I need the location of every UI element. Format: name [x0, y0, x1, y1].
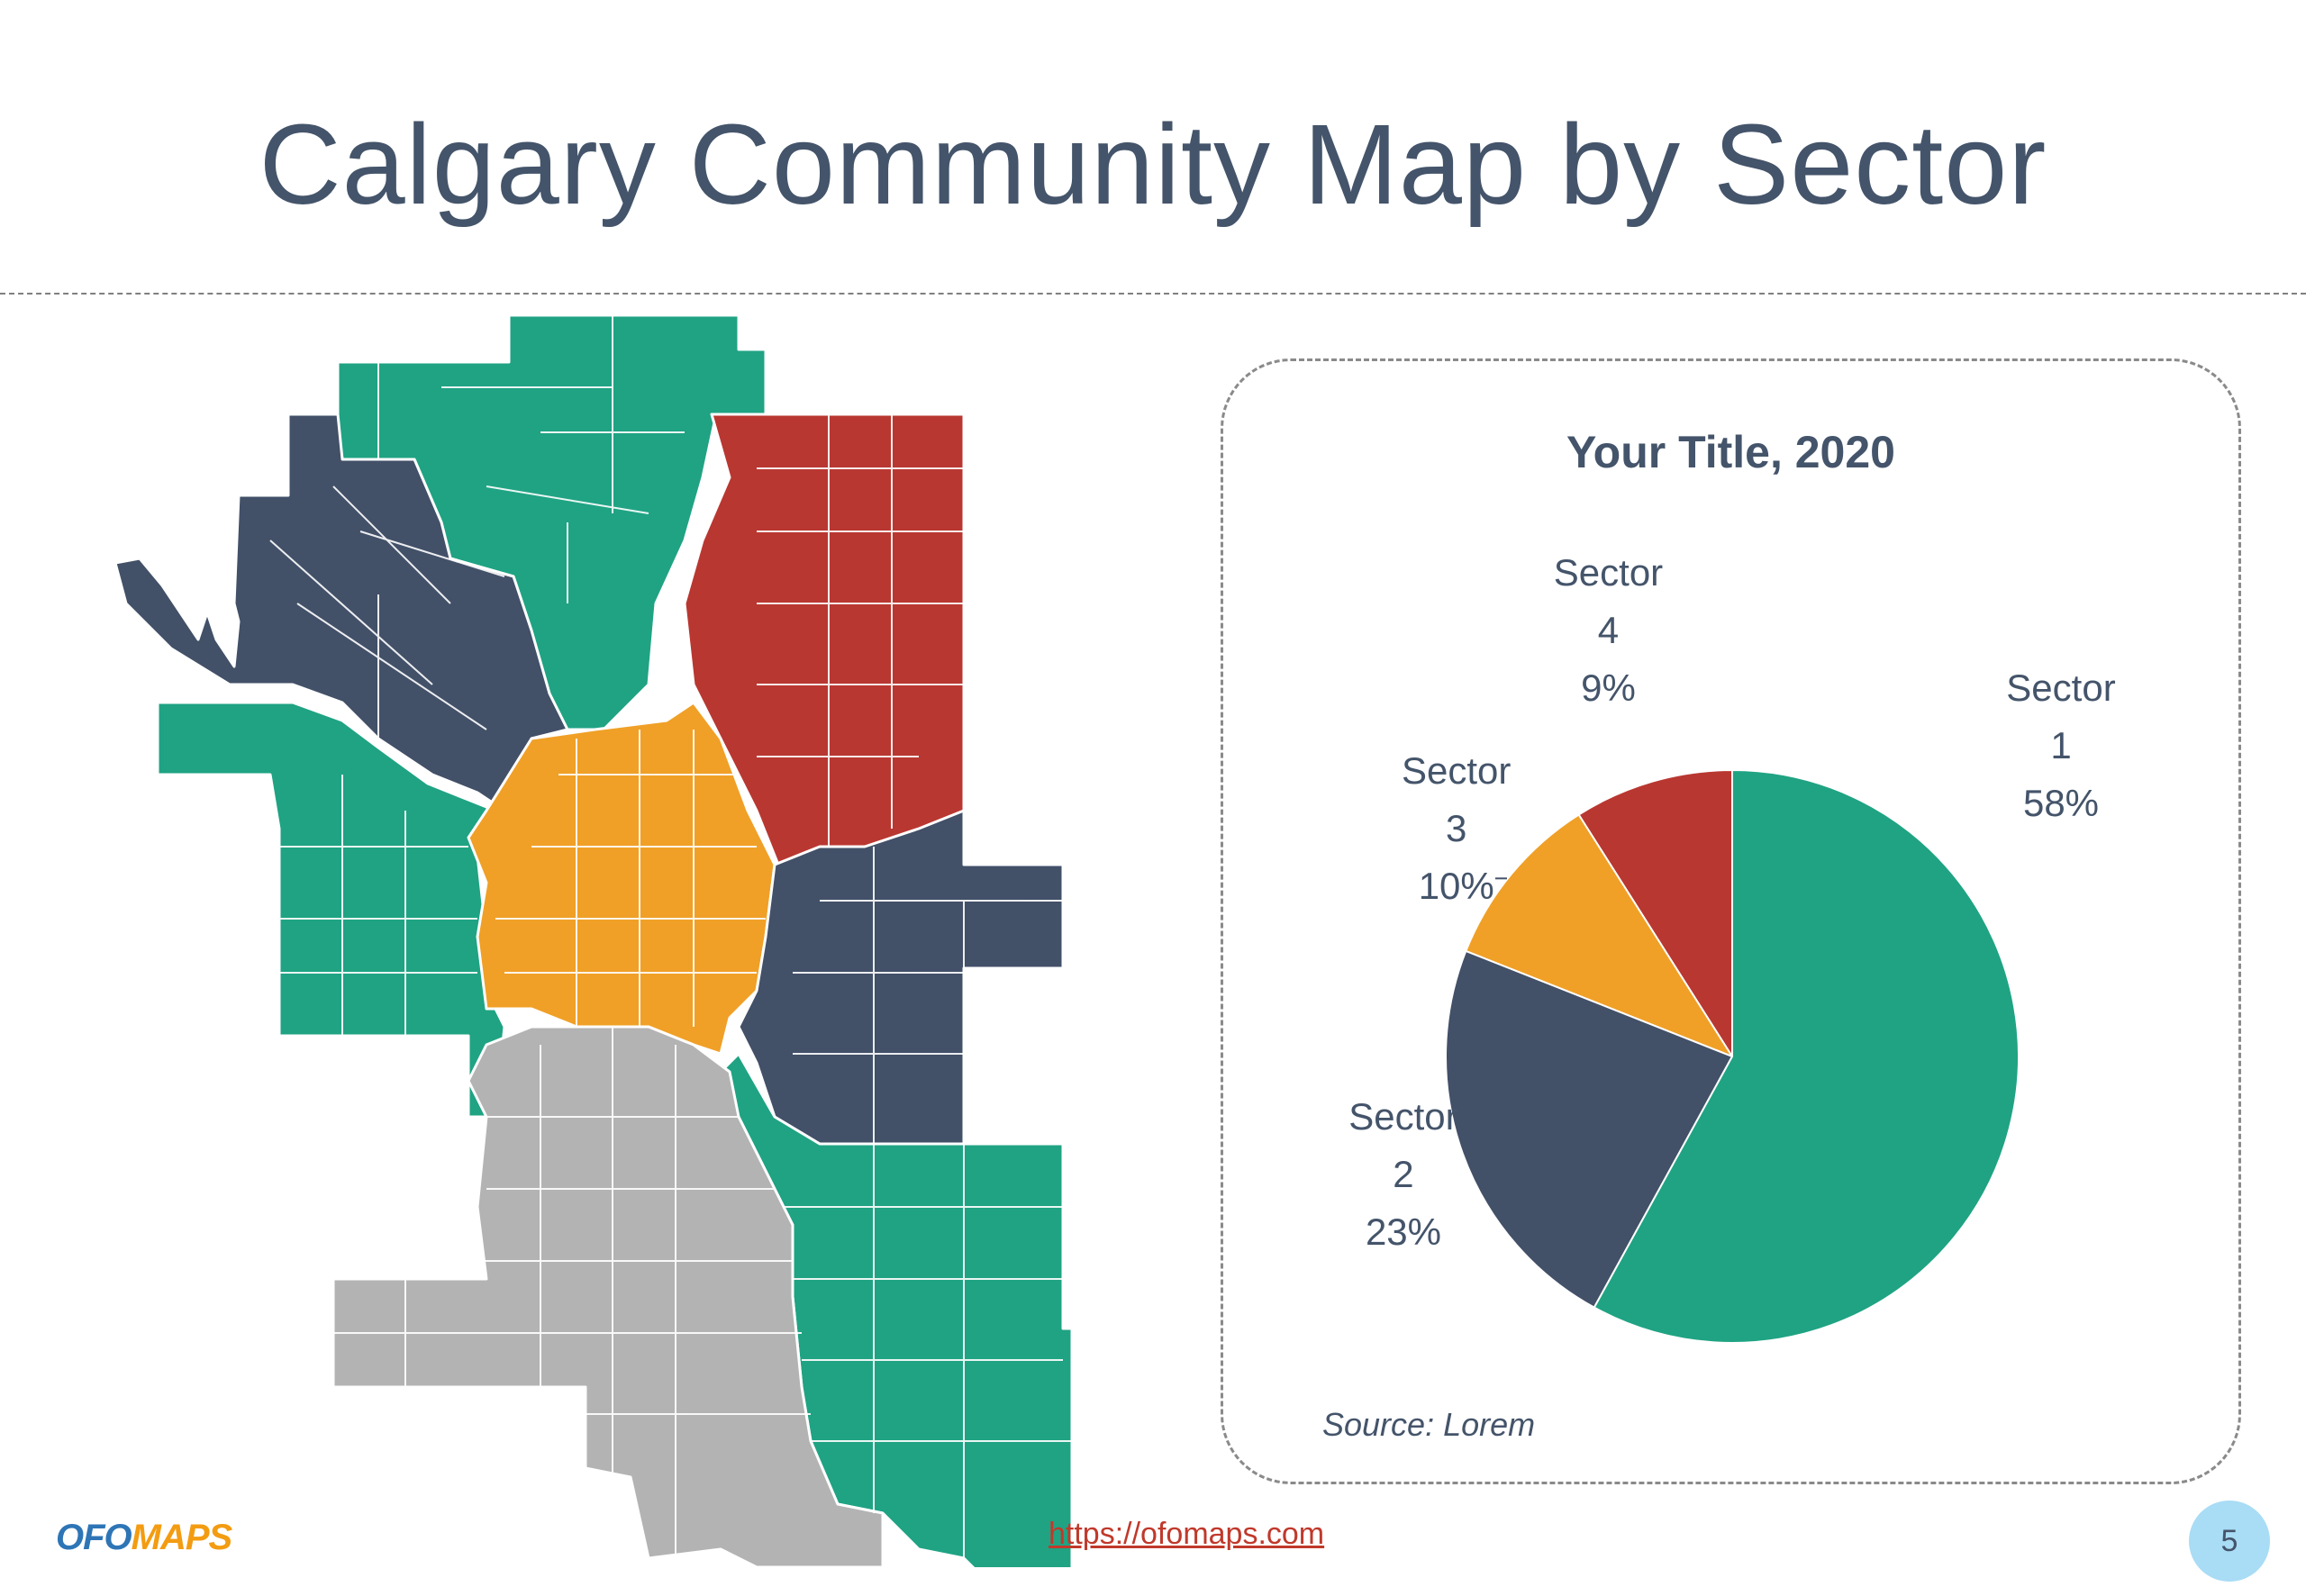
pie-slice-sector-4 — [1577, 768, 1733, 1060]
page-number-badge: 5 — [2189, 1501, 2270, 1582]
centre-sector — [467, 701, 776, 1056]
sector-2-label: Sector 2 23% — [1348, 1095, 1458, 1254]
sector-1-label: Sector 1 58% — [2006, 667, 2116, 824]
west-sector — [156, 701, 506, 1119]
pie-slice-sector-2 — [1445, 949, 1734, 1310]
calgary-sector-map — [108, 306, 1099, 1567]
pie-slice-sector-1 — [1593, 768, 2020, 1344]
sector-4-label: Sector 4 9% — [1553, 550, 1664, 709]
website-link[interactable]: https://ofomaps.com — [1049, 1517, 1325, 1551]
pie-slice-sector-3 — [1465, 813, 1735, 1059]
slide-title: Calgary Community Map by Sector — [259, 101, 2047, 228]
northwest-sector — [113, 413, 569, 812]
chart-source: Source: Lorem — [1322, 1406, 1536, 1443]
chart-title: Your Title, 2020 — [1566, 427, 1895, 477]
east-sector — [737, 809, 1065, 1146]
sector-3-label: Sector 3 10% — [1402, 748, 1512, 907]
pie-chart-panel: Your Title, 2020 Sector 1 58% Sector 2 2… — [1221, 358, 2241, 1484]
pie-chart — [1445, 768, 2020, 1344]
title-divider — [0, 293, 2306, 295]
map-svg — [113, 313, 1074, 1567]
ofomaps-logo: OFOMAPS — [56, 1518, 232, 1557]
